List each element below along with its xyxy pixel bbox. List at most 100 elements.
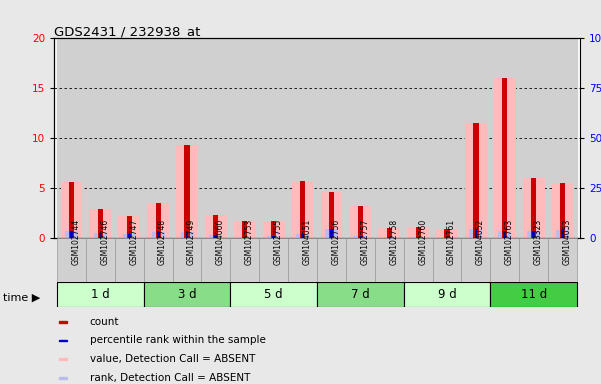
Bar: [532, 231, 535, 238]
Bar: [358, 206, 363, 238]
Text: count: count: [90, 317, 119, 327]
Bar: [498, 231, 511, 238]
Bar: [404, 282, 490, 307]
Text: GSM102758: GSM102758: [389, 218, 398, 265]
Bar: [519, 38, 548, 238]
Bar: [504, 231, 506, 238]
Bar: [59, 358, 67, 360]
Bar: [172, 238, 201, 282]
Text: 3 d: 3 d: [178, 288, 197, 301]
Bar: [230, 238, 259, 282]
Bar: [259, 238, 288, 282]
Bar: [118, 216, 140, 238]
Bar: [128, 234, 130, 238]
Bar: [288, 38, 317, 238]
Bar: [475, 229, 477, 238]
Bar: [230, 38, 259, 238]
Text: 11 d: 11 d: [520, 288, 547, 301]
Bar: [433, 238, 462, 282]
Bar: [560, 183, 565, 238]
Bar: [201, 238, 230, 282]
Text: GSM102744: GSM102744: [72, 218, 81, 265]
Bar: [57, 238, 86, 282]
Text: GSM102746: GSM102746: [100, 218, 109, 265]
Bar: [490, 38, 519, 238]
Bar: [144, 238, 172, 282]
Bar: [157, 232, 159, 238]
Bar: [243, 237, 246, 238]
Bar: [230, 282, 317, 307]
Bar: [321, 192, 343, 238]
Text: 5 d: 5 d: [264, 288, 283, 301]
Bar: [272, 237, 275, 238]
Bar: [523, 178, 545, 238]
Bar: [490, 238, 519, 282]
Bar: [99, 233, 102, 238]
Bar: [186, 232, 189, 238]
Bar: [172, 38, 201, 238]
Bar: [115, 238, 144, 282]
Text: GSM104052: GSM104052: [476, 218, 485, 265]
Bar: [291, 181, 313, 238]
Bar: [490, 282, 577, 307]
Bar: [123, 234, 136, 238]
Bar: [317, 282, 404, 307]
Bar: [288, 238, 317, 282]
Bar: [259, 38, 288, 238]
Bar: [57, 38, 86, 238]
Bar: [379, 228, 400, 238]
Bar: [330, 229, 333, 238]
Bar: [415, 227, 421, 238]
Bar: [263, 221, 284, 238]
Bar: [548, 238, 577, 282]
Bar: [144, 282, 230, 307]
Bar: [561, 230, 564, 238]
Bar: [407, 227, 429, 238]
Bar: [86, 238, 115, 282]
Text: 7 d: 7 d: [351, 288, 370, 301]
Bar: [375, 238, 404, 282]
Bar: [404, 238, 433, 282]
Bar: [267, 237, 280, 238]
Bar: [462, 238, 490, 282]
Bar: [445, 237, 448, 238]
Bar: [61, 182, 82, 238]
Bar: [383, 237, 396, 238]
Bar: [433, 38, 462, 238]
Bar: [531, 178, 536, 238]
Text: GSM102755: GSM102755: [273, 218, 282, 265]
Bar: [416, 237, 419, 238]
Bar: [205, 215, 227, 238]
Bar: [519, 238, 548, 282]
Bar: [242, 221, 248, 238]
Text: GSM102747: GSM102747: [129, 218, 138, 265]
Bar: [185, 145, 189, 238]
Text: value, Detection Call = ABSENT: value, Detection Call = ABSENT: [90, 354, 255, 364]
Bar: [147, 203, 169, 238]
Text: GSM102756: GSM102756: [332, 218, 341, 265]
Text: GSM102761: GSM102761: [447, 218, 456, 265]
Bar: [215, 235, 218, 238]
Bar: [70, 231, 73, 238]
Text: percentile rank within the sample: percentile rank within the sample: [90, 336, 266, 346]
Text: GSM104060: GSM104060: [216, 218, 225, 265]
Bar: [359, 236, 362, 238]
Text: GSM102760: GSM102760: [418, 218, 427, 265]
Bar: [404, 38, 433, 238]
Text: GSM102749: GSM102749: [187, 218, 196, 265]
Text: GSM103323: GSM103323: [534, 218, 543, 265]
Bar: [115, 38, 144, 238]
Bar: [445, 229, 450, 238]
Bar: [502, 78, 507, 238]
Bar: [354, 236, 367, 238]
Bar: [144, 38, 172, 238]
Bar: [151, 232, 165, 238]
Bar: [329, 192, 334, 238]
Bar: [90, 209, 111, 238]
Bar: [469, 229, 483, 238]
Text: GSM102753: GSM102753: [245, 218, 254, 265]
Bar: [527, 231, 540, 238]
Bar: [156, 203, 160, 238]
Bar: [412, 237, 425, 238]
Bar: [209, 235, 222, 238]
